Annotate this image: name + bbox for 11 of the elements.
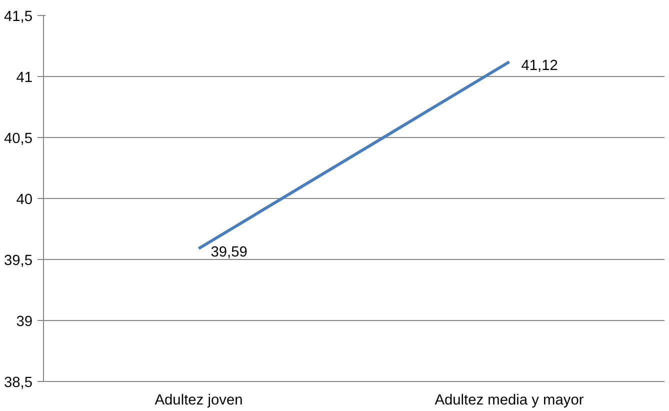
y-tick-label: 40 xyxy=(16,192,33,208)
data-label: 41,12 xyxy=(521,58,558,74)
y-tick-label: 40,5 xyxy=(4,131,33,147)
y-tick-label: 41,5 xyxy=(4,9,33,25)
data-label: 39,59 xyxy=(210,244,248,261)
x-tick-label: Adultez media y mayor xyxy=(434,392,584,408)
y-tick-label: 41 xyxy=(16,70,33,86)
y-tick-label: 39,5 xyxy=(4,253,33,269)
x-tick-label: Adultez joven xyxy=(154,392,243,408)
y-tick-label: 38,5 xyxy=(4,375,33,391)
y-tick-label: 39 xyxy=(16,314,33,330)
